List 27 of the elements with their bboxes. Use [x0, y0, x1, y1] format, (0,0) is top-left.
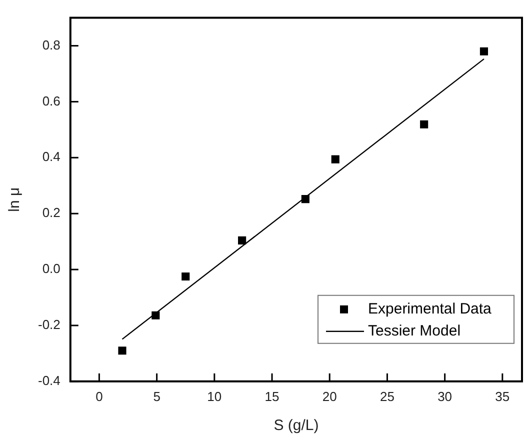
point — [480, 47, 488, 56]
point — [182, 272, 190, 281]
y-tick-label: -0.4 — [38, 372, 60, 388]
legend-label: Tessier Model — [368, 322, 461, 340]
legend-label: Experimental Data — [368, 300, 492, 318]
point — [238, 236, 246, 244]
point — [118, 346, 126, 355]
point — [301, 195, 310, 204]
x-tick-label: 10 — [207, 388, 222, 404]
x-tick-label: 25 — [380, 388, 394, 404]
x-tick-label: 35 — [495, 388, 510, 404]
x-axis-title: S (g/L) — [274, 417, 319, 434]
x-tick-label: 20 — [322, 388, 337, 404]
y-tick-label: 0.8 — [42, 37, 60, 52]
x-tick-label: 30 — [438, 388, 452, 404]
x-tick-label: 5 — [153, 388, 160, 404]
x-tick-label: 15 — [264, 388, 280, 404]
x-tick-label: 0 — [96, 388, 103, 404]
y-tick-label: 0.4 — [42, 149, 60, 164]
y-tick-label: 0.2 — [42, 205, 60, 220]
y-tick-label: -0.2 — [38, 317, 60, 332]
point — [331, 155, 340, 164]
y-tick-label: 0.6 — [42, 93, 60, 108]
point — [420, 120, 428, 128]
point — [152, 311, 160, 320]
y-axis-title: ln μ — [6, 187, 24, 212]
y-tick-label: 0.0 — [42, 261, 60, 276]
